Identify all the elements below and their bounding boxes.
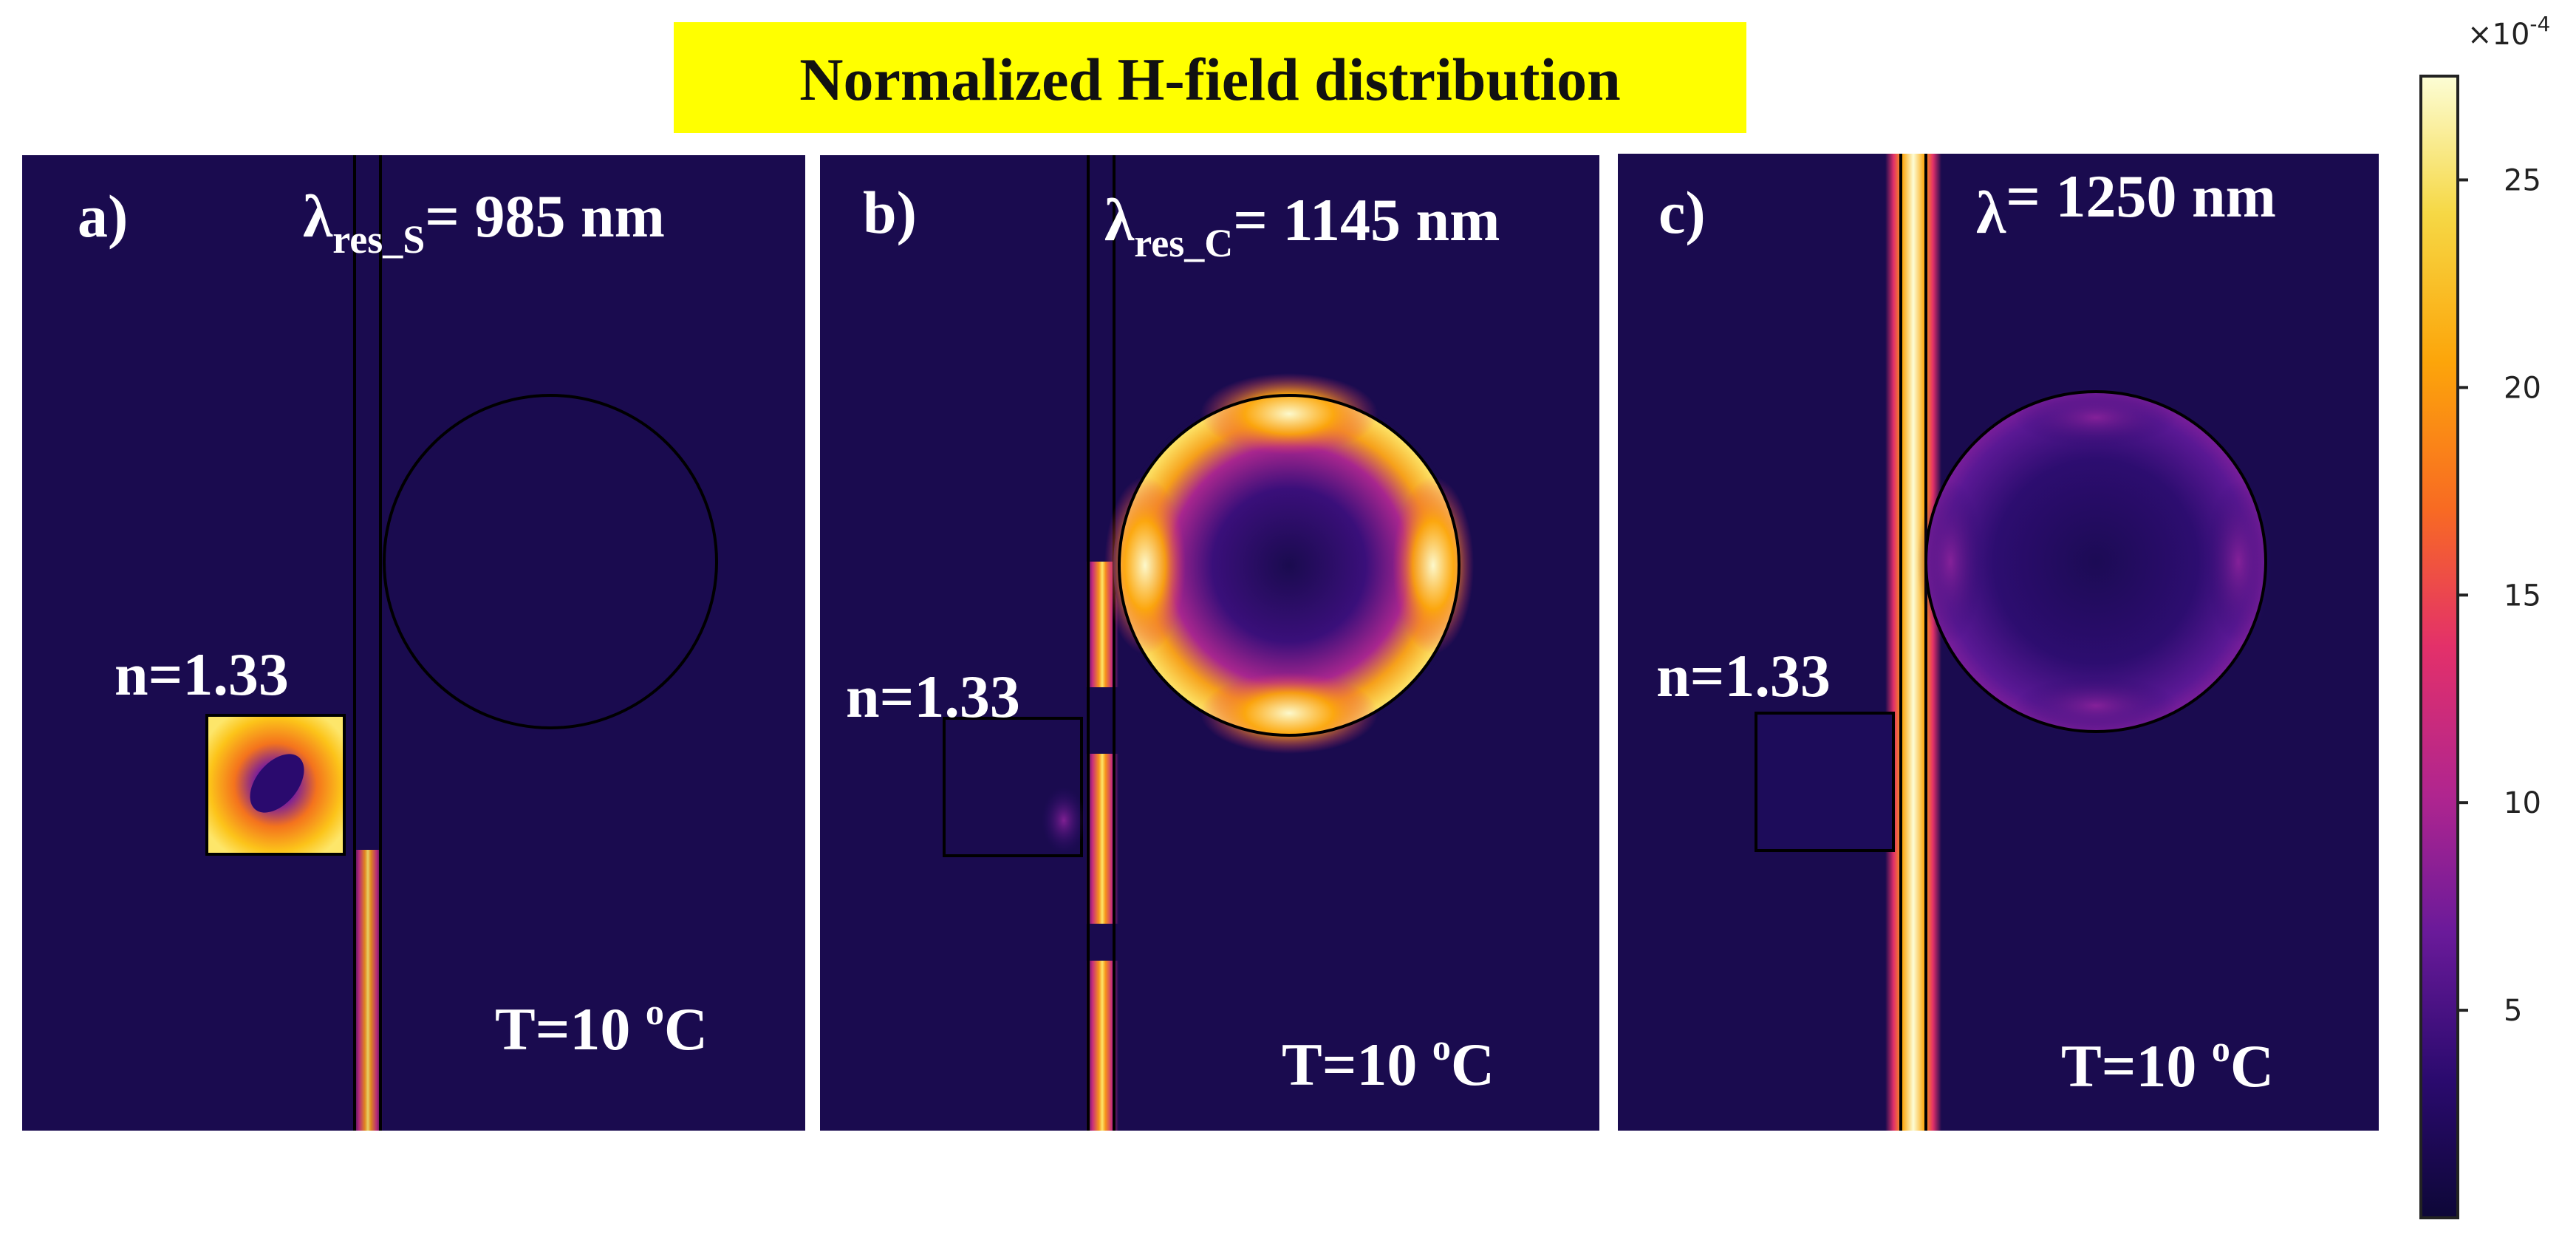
panel-c-temp-degree: o	[2212, 1028, 2230, 1069]
panel-c-lambda-symbol: λ	[1976, 179, 2006, 246]
panel-a-temp-degree: o	[646, 991, 664, 1032]
panel-c-wavelength: λ= 1250 nm	[1976, 163, 2276, 246]
panel-c	[1618, 154, 2379, 1131]
panel-c-waveguide-field	[1885, 154, 1941, 1131]
colorbar-tick-label: 25	[2504, 163, 2541, 197]
panel-b-lambda-subscript: res_C	[1134, 221, 1233, 265]
panel-b-cavity-glow	[1042, 787, 1086, 854]
panel-c-label: c)	[1658, 179, 1706, 246]
panel-b-ring-lobe-top	[1200, 373, 1378, 454]
panel-a-temp-unit: C	[664, 995, 708, 1063]
panel-b-lambda-symbol: λ	[1104, 186, 1135, 253]
panel-c-index-label: n=1.33	[1656, 642, 1831, 709]
colorbar-tick-label: 20	[2504, 371, 2541, 405]
colorbar-gradient	[2419, 75, 2459, 1219]
colorbar-tick-label: 15	[2504, 579, 2541, 613]
panel-a-temp-main: T=10	[495, 995, 646, 1063]
colorbar-tick-label: 10	[2504, 786, 2541, 820]
colorbar-multiplier-exponent: -4	[2529, 12, 2550, 36]
panel-b	[820, 155, 1599, 1131]
title-box: Normalized H-field distribution	[674, 22, 1746, 133]
panel-a-labels: a) λres_S= 985 nm n=1.33 T=10 oC	[78, 183, 708, 1063]
panel-c-temperature: T=10 oC	[2061, 1028, 2274, 1100]
panel-c-temp-main: T=10	[2061, 1032, 2212, 1100]
panel-b-ring-field	[1119, 395, 1459, 735]
colorbar: ×10-4 25 20 15 10 5	[2419, 12, 2550, 1219]
panel-c-square-cavity	[1755, 712, 1895, 852]
panel-a-lambda-value: = 985 nm	[425, 183, 665, 250]
panel-a-temperature: T=10 oC	[495, 991, 708, 1063]
panel-a-background	[22, 155, 805, 1131]
panel-c-ring-lobe-bottom	[2015, 676, 2177, 735]
panel-b-ring-lobe-right	[1393, 477, 1474, 654]
colorbar-tick-label: 5	[2504, 994, 2522, 1028]
panel-c-ring-lobe-top	[2015, 388, 2177, 447]
panel-b-temp-unit: C	[1451, 1031, 1494, 1098]
panel-b-temperature: T=10 oC	[1282, 1026, 1494, 1098]
title-background	[674, 22, 1746, 133]
colorbar-ticks: 25 20 15 10 5	[2458, 163, 2541, 1028]
panel-c-ring-lobe-right	[2205, 480, 2272, 643]
panel-b-ring-lobe-left	[1104, 477, 1186, 654]
panel-a-index-label: n=1.33	[115, 641, 289, 708]
panel-b-temp-main: T=10	[1282, 1031, 1432, 1098]
panel-c-labels: c) λ= 1250 nm n=1.33 T=10 oC	[1656, 163, 2276, 1100]
panel-b-ring-resonator	[1118, 394, 1460, 737]
figure-title: Normalized H-field distribution	[799, 46, 1621, 113]
panel-a-lambda-subscript: res_S	[332, 217, 425, 262]
panel-a-lambda-symbol: λ	[303, 183, 333, 250]
colorbar-multiplier: ×10-4	[2467, 12, 2550, 52]
panel-b-wavelength: λres_C= 1145 nm	[1104, 186, 1500, 265]
colorbar-multiplier-base: ×10	[2467, 18, 2529, 52]
panel-b-label: b)	[863, 179, 917, 246]
panel-b-temp-degree: o	[1432, 1026, 1451, 1068]
panel-a-cavity-null	[250, 754, 304, 813]
panel-a-ring-resonator	[383, 394, 718, 729]
panel-b-ring-lobe-bottom	[1200, 672, 1378, 754]
panel-c-ring-resonator	[1924, 390, 2267, 733]
panel-b-labels: b) λres_C= 1145 nm n=1.33 T=10 oC	[846, 179, 1500, 1098]
panel-a-wavelength: λres_S= 985 nm	[303, 183, 665, 262]
panel-c-ring-field	[1926, 392, 2266, 732]
panel-a-label: a)	[78, 183, 128, 250]
panel-a-waveguide-field	[353, 850, 383, 1131]
panel-c-temp-unit: C	[2230, 1032, 2274, 1100]
panel-c-lambda-value: = 1250 nm	[2006, 163, 2276, 230]
panel-c-ring-lobe-left	[1917, 480, 1984, 643]
panel-b-lambda-value: = 1145 nm	[1233, 186, 1500, 253]
panel-b-index-label: n=1.33	[846, 663, 1020, 730]
panel-a	[22, 155, 805, 1131]
